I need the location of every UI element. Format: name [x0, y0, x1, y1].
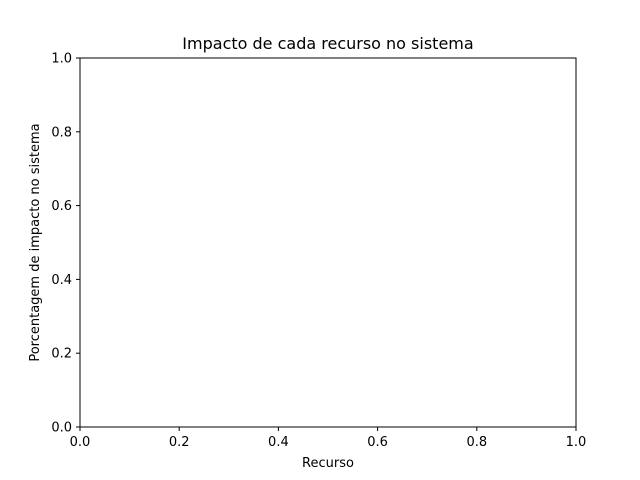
y-tick-label: 0.2 [51, 347, 72, 362]
chart-title: Impacto de cada recurso no sistema [182, 34, 473, 53]
x-tick-label: 1.0 [566, 435, 587, 450]
x-tick-label: 0.4 [268, 435, 289, 450]
x-tick-label: 0.2 [169, 435, 190, 450]
x-tick-label: 0.6 [367, 435, 388, 450]
x-axis: 0.0 0.2 0.4 0.6 0.8 1.0 [70, 427, 587, 450]
y-tick-label: 0.4 [51, 273, 72, 288]
x-tick-label: 0.8 [466, 435, 487, 450]
plot-frame [79, 57, 577, 428]
y-tick-label: 1.0 [51, 52, 72, 67]
x-axis-label: Recurso [302, 456, 354, 471]
y-tick-label: 0.6 [51, 199, 72, 214]
x-tick-label: 0.0 [70, 435, 91, 450]
y-tick-label: 0.0 [51, 421, 72, 436]
y-tick-label: 0.8 [51, 125, 72, 140]
y-axis: 0.0 0.2 0.4 0.6 0.8 1.0 [51, 52, 80, 436]
y-axis-label: Porcentagem de impacto no sistema [28, 123, 43, 361]
